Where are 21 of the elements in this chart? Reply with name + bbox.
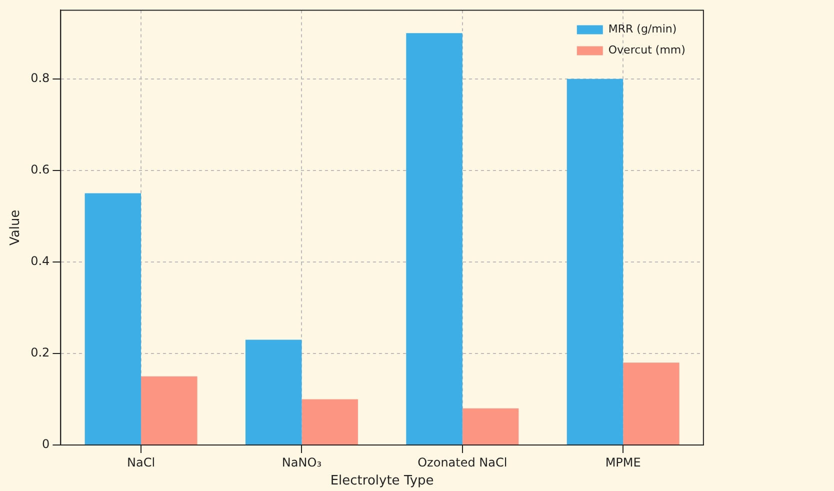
x-tick-label: NaNO₃: [282, 455, 322, 470]
y-tick-label: 0.6: [30, 162, 50, 177]
bar: [406, 33, 462, 444]
bar: [245, 340, 302, 444]
bar: [566, 78, 624, 444]
bar: [462, 408, 519, 444]
x-axis-title: Electrolyte Type: [330, 474, 434, 489]
bar: [302, 399, 358, 444]
bar: [623, 362, 680, 444]
y-tick-label: 0.2: [30, 346, 50, 360]
bar: [84, 193, 142, 444]
y-axis-title: Value: [8, 210, 24, 246]
bar: [141, 376, 198, 444]
y-tick-label: 0: [42, 437, 50, 452]
x-tick-label: NaCl: [127, 455, 156, 470]
y-tick-label: 0.4: [30, 254, 50, 268]
x-tick-label: Ozonated NaCl: [418, 455, 508, 470]
legend-label: MRR (g/min): [608, 22, 677, 36]
legend-label: Overcut (mm): [608, 44, 686, 57]
y-tick-label: 0.8: [30, 70, 50, 85]
x-tick-label: MPME: [605, 455, 641, 470]
